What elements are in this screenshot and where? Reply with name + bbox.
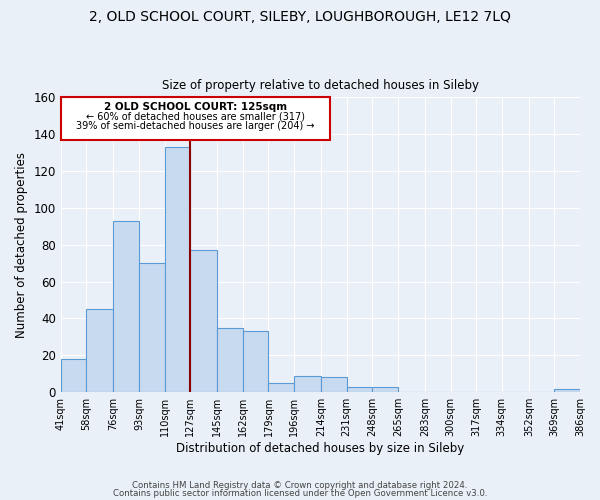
X-axis label: Distribution of detached houses by size in Sileby: Distribution of detached houses by size … [176, 442, 464, 455]
Title: Size of property relative to detached houses in Sileby: Size of property relative to detached ho… [162, 79, 479, 92]
Text: 2 OLD SCHOOL COURT: 125sqm: 2 OLD SCHOOL COURT: 125sqm [104, 102, 287, 112]
Bar [554, 388, 580, 392]
Bar [373, 386, 398, 392]
Bar [164, 147, 190, 392]
Bar [321, 378, 347, 392]
Bar [61, 359, 86, 392]
Text: 2, OLD SCHOOL COURT, SILEBY, LOUGHBOROUGH, LE12 7LQ: 2, OLD SCHOOL COURT, SILEBY, LOUGHBOROUG… [89, 10, 511, 24]
Text: Contains public sector information licensed under the Open Government Licence v3: Contains public sector information licen… [113, 488, 487, 498]
Bar [217, 328, 243, 392]
Bar [139, 263, 164, 392]
Bar [347, 386, 373, 392]
Bar [190, 250, 217, 392]
Bar [243, 332, 268, 392]
Bar [294, 376, 321, 392]
Bar [113, 221, 139, 392]
Bar [86, 310, 113, 392]
FancyBboxPatch shape [61, 98, 330, 140]
Text: Contains HM Land Registry data © Crown copyright and database right 2024.: Contains HM Land Registry data © Crown c… [132, 481, 468, 490]
Text: ← 60% of detached houses are smaller (317): ← 60% of detached houses are smaller (31… [86, 111, 305, 121]
Bar [268, 383, 294, 392]
Text: 39% of semi-detached houses are larger (204) →: 39% of semi-detached houses are larger (… [76, 122, 315, 132]
Y-axis label: Number of detached properties: Number of detached properties [15, 152, 28, 338]
